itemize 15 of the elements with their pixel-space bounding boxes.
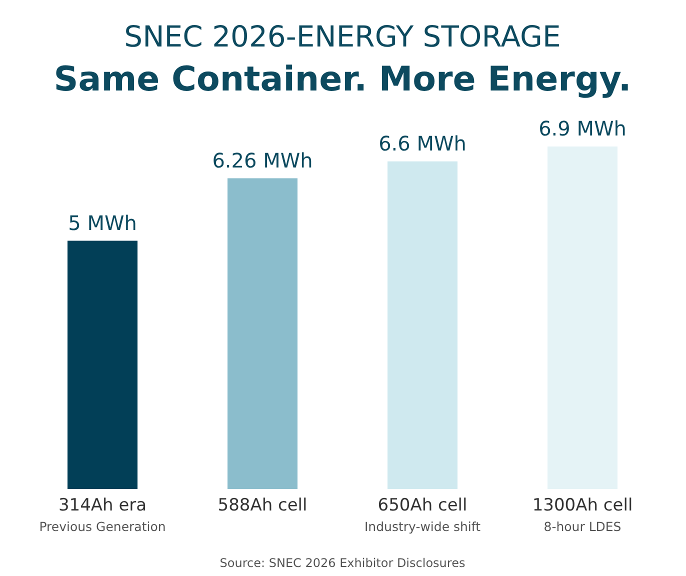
bar [68, 240, 138, 489]
category-label: 1300Ah cell 8-hour LDES [532, 496, 633, 534]
bar [228, 178, 298, 489]
data-label: 6.6 MWh [378, 131, 466, 156]
category-label: 650Ah cell Industry-wide shift [364, 496, 480, 534]
bar [388, 161, 458, 489]
source-note: Source: SNEC 2026 Exhibitor Disclosures [220, 556, 466, 570]
data-label: 5 MWh [68, 210, 137, 235]
data-label: 6.9 MWh [538, 116, 626, 140]
bar [548, 146, 618, 489]
data-label: 6.26 MWh [212, 148, 313, 172]
chart-subtitle: Same Container. More Energy. [54, 60, 632, 100]
x-tick-label: 588Ah cell [218, 496, 308, 516]
chart-title: SNEC 2026-ENERGY STORAGE [124, 20, 561, 54]
category-label: 314Ah era Previous Generation [39, 496, 166, 534]
